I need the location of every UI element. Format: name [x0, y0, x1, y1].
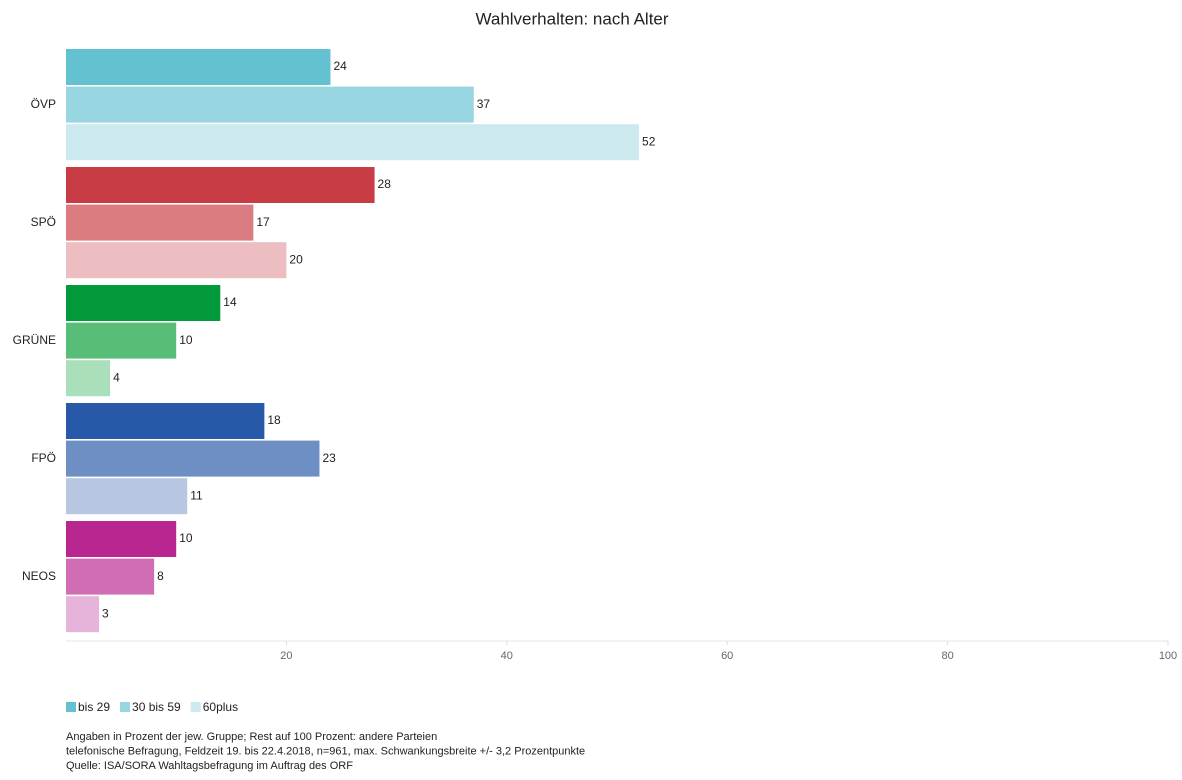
bar	[66, 403, 265, 439]
data-label: 11	[190, 488, 203, 502]
data-label: 4	[113, 370, 120, 384]
bar	[66, 242, 287, 279]
data-label: 24	[333, 59, 347, 73]
data-label: 28	[378, 177, 392, 191]
x-tick-label: 60	[721, 650, 733, 662]
x-tick-label: 20	[280, 650, 292, 662]
bar	[66, 49, 331, 85]
legend-label: bis 29	[78, 700, 110, 714]
footnote: Angaben in Prozent der jew. Gruppe; Rest…	[66, 731, 437, 743]
bar	[66, 322, 177, 359]
category-label: NEOS	[22, 569, 56, 583]
legend-swatch	[66, 702, 76, 712]
data-label: 10	[179, 531, 193, 545]
legend-swatch	[190, 702, 201, 712]
x-tick-label: 40	[501, 650, 513, 662]
category-label: FPÖ	[31, 451, 56, 465]
category-label: GRÜNE	[13, 333, 56, 347]
bar	[66, 86, 474, 123]
x-tick-label: 100	[1159, 650, 1177, 662]
bar	[66, 521, 177, 557]
legend-swatch	[120, 702, 131, 712]
data-label: 52	[642, 134, 656, 148]
data-label: 14	[223, 295, 237, 309]
data-label: 8	[157, 569, 164, 583]
data-label: 10	[179, 333, 193, 347]
data-label: 3	[102, 606, 109, 620]
legend-label: 30 bis 59	[132, 700, 181, 714]
data-label: 18	[267, 413, 281, 427]
footnote: Quelle: ISA/SORA Wahltagsbefragung im Au…	[66, 760, 353, 772]
bar	[66, 596, 100, 633]
bar	[66, 285, 221, 321]
bar	[66, 478, 188, 515]
category-label: ÖVP	[31, 97, 56, 111]
bar	[66, 440, 320, 477]
x-tick-label: 80	[941, 650, 953, 662]
bar	[66, 204, 254, 241]
footnote: telefonische Befragung, Feldzeit 19. bis…	[66, 745, 585, 757]
data-label: 23	[322, 451, 336, 465]
category-label: SPÖ	[31, 215, 56, 229]
bar	[66, 124, 640, 161]
bar	[66, 167, 375, 203]
bar	[66, 558, 155, 595]
bar	[66, 360, 111, 397]
legend-label: 60plus	[203, 700, 238, 714]
data-label: 37	[477, 97, 491, 111]
chart-title: Wahlverhalten: nach Alter	[475, 9, 668, 28]
data-label: 17	[256, 215, 270, 229]
data-label: 20	[289, 252, 303, 266]
